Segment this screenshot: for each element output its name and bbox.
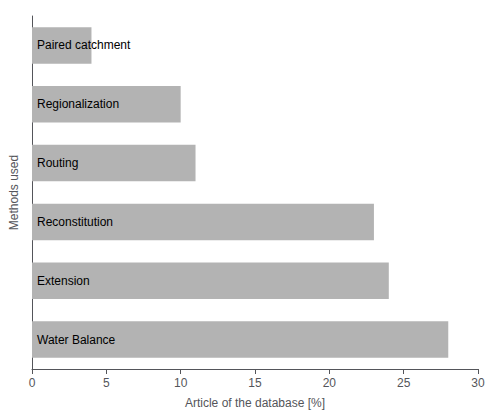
svg-text:Extension: Extension (37, 274, 90, 288)
svg-text:5: 5 (103, 376, 110, 390)
svg-text:10: 10 (174, 376, 188, 390)
svg-text:25: 25 (397, 376, 411, 390)
svg-text:15: 15 (248, 376, 262, 390)
svg-text:Article of the database [%]: Article of the database [%] (185, 396, 325, 410)
svg-text:Water Balance: Water Balance (37, 333, 116, 347)
svg-text:Regionalization: Regionalization (37, 97, 119, 111)
svg-text:Routing: Routing (37, 156, 78, 170)
svg-text:0: 0 (29, 376, 36, 390)
svg-text:Methods used: Methods used (7, 155, 21, 230)
svg-text:Reconstitution: Reconstitution (37, 215, 113, 229)
svg-text:30: 30 (471, 376, 485, 390)
svg-text:Paired catchment: Paired catchment (37, 38, 131, 52)
svg-text:20: 20 (323, 376, 337, 390)
